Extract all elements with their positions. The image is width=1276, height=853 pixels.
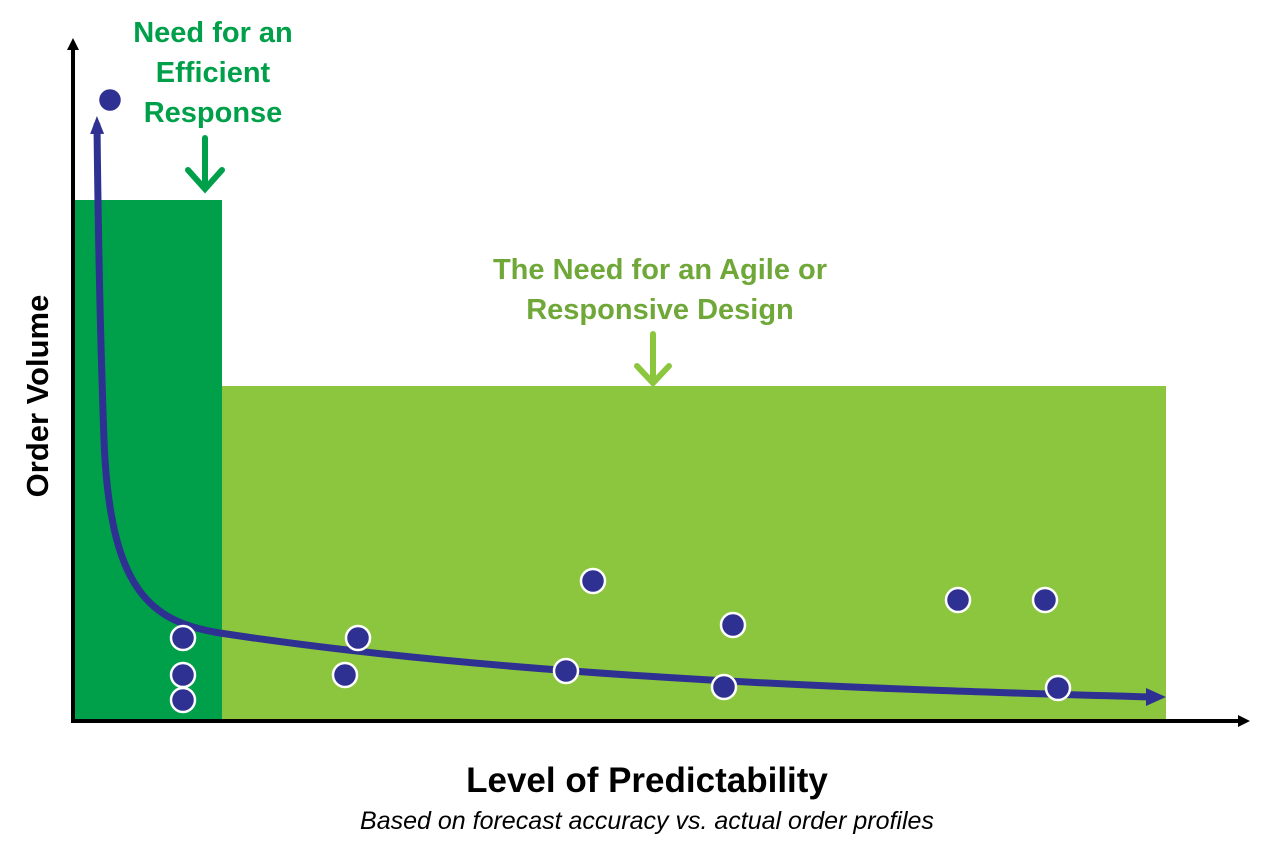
efficient-label-line-1: Need for an — [133, 17, 293, 49]
curve-end-arrowhead — [1146, 688, 1166, 706]
order-point — [1044, 674, 1072, 702]
order-point — [579, 567, 607, 595]
x-axis-sublabel: Based on forecast accuracy vs. actual or… — [360, 807, 934, 835]
order-point — [96, 86, 124, 114]
agile-down-arrow-icon — [634, 331, 672, 388]
order-point — [719, 611, 747, 639]
order-point — [552, 657, 580, 685]
order-point — [344, 624, 372, 652]
order-point — [944, 586, 972, 614]
order-point — [169, 686, 197, 714]
efficient-label-line-3: Response — [144, 97, 283, 129]
order-points — [96, 86, 1072, 714]
order-point — [331, 661, 359, 689]
order-point — [1031, 586, 1059, 614]
y-axis-label: Order Volume — [20, 295, 55, 498]
order-point — [169, 661, 197, 689]
order-point — [169, 624, 197, 652]
agile-label-line-2: Responsive Design — [526, 294, 794, 326]
predictability-curve — [90, 116, 1154, 701]
agile-zone — [222, 386, 1166, 720]
agile-label-line-1: The Need for an Agile or — [493, 254, 827, 286]
efficient-down-arrow-icon — [185, 135, 225, 194]
order-point — [710, 673, 738, 701]
x-axis-label: Level of Predictability — [466, 761, 828, 800]
efficient-label-line-2: Efficient — [156, 57, 271, 89]
